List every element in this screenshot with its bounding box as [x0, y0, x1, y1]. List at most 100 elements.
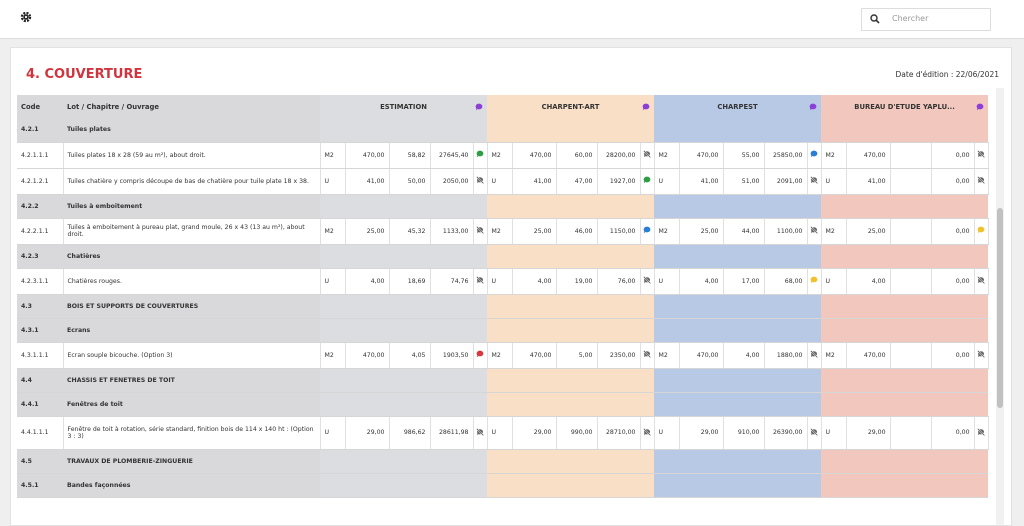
comment-icon[interactable] [809, 103, 817, 111]
group-header: CHARPENT-ART [487, 95, 654, 118]
comment-icon[interactable] [642, 103, 650, 111]
no-comment-icon[interactable] [476, 226, 484, 234]
item-row: 4.2.3.1.1 Chatières rouges. U 4,00 18,69 74,7… [17, 268, 989, 295]
no-comment-icon[interactable] [643, 150, 651, 158]
no-comment-icon[interactable] [977, 176, 986, 184]
search-placeholder: Chercher [892, 14, 929, 23]
price: 18,69 [389, 268, 431, 295]
scrollbar[interactable] [996, 88, 1004, 525]
search-box[interactable]: Chercher [861, 8, 991, 31]
unit: U [487, 416, 513, 450]
no-comment-icon[interactable] [643, 350, 651, 358]
group-cell [654, 473, 822, 498]
no-comment-icon[interactable] [476, 427, 484, 436]
no-comment-icon[interactable] [977, 427, 986, 436]
price: 910,00 [723, 416, 765, 450]
unit: M2 [320, 218, 346, 245]
price: 46,00 [556, 218, 598, 245]
group-comment [809, 103, 817, 113]
price: 58,82 [389, 142, 431, 169]
unit: M2 [487, 342, 513, 369]
group-comment [475, 103, 483, 113]
comment-icon[interactable] [810, 276, 818, 284]
group-cell [320, 473, 487, 498]
qty: 470,00 [345, 342, 390, 369]
price: 51,00 [723, 168, 765, 195]
no-comment-icon[interactable] [810, 350, 818, 358]
group-cell [821, 318, 989, 343]
note [807, 218, 822, 245]
comment-icon[interactable] [977, 226, 985, 234]
qty: 29,00 [679, 416, 724, 450]
note [807, 416, 822, 450]
header-row: Code Lot / Chapitre / Ouvrage ESTIMATION CH… [17, 95, 989, 118]
note [974, 168, 989, 195]
price [890, 218, 932, 245]
group-cell [654, 118, 822, 143]
total: 76,00 [597, 268, 641, 295]
price: 990,00 [556, 416, 598, 450]
code: 4.3.1.1.1 [17, 342, 64, 369]
price [890, 268, 932, 295]
comment-icon[interactable] [476, 150, 484, 158]
no-comment-icon[interactable] [810, 226, 818, 234]
total: 0,00 [931, 218, 975, 245]
item-row: 4.3.1.1.1 Ecran souple bicouche. (Option … [17, 342, 989, 369]
note [473, 416, 488, 450]
label: Bandes façonnées [63, 473, 320, 498]
no-comment-icon[interactable] [476, 176, 484, 184]
column-header: Lot / Chapitre / Ouvrage [63, 95, 320, 118]
section-row: 4.2.1 Tuiles plates [17, 118, 989, 143]
section-row: 4.5 TRAVAUX DE PLOMBERIE-ZINGUERIE [17, 449, 989, 474]
comment-icon[interactable] [643, 226, 651, 234]
note [640, 416, 655, 450]
unit: U [654, 416, 680, 450]
no-comment-icon[interactable] [810, 427, 818, 436]
comment-icon[interactable] [810, 150, 818, 158]
scroll-thumb[interactable] [997, 208, 1003, 408]
total: 28611,98 [430, 416, 474, 450]
no-comment-icon[interactable] [643, 276, 651, 284]
price [890, 168, 932, 195]
group-cell [821, 244, 989, 269]
qty: 29,00 [846, 416, 891, 450]
total: 2050,00 [430, 168, 474, 195]
qty: 470,00 [679, 342, 724, 369]
no-comment-icon[interactable] [810, 176, 818, 184]
group-cell [320, 244, 487, 269]
qty: 29,00 [512, 416, 557, 450]
unit: M2 [821, 142, 847, 169]
top-bar: Chercher [0, 0, 1024, 39]
group-cell [487, 244, 654, 269]
comment-icon[interactable] [643, 176, 651, 184]
no-comment-icon[interactable] [643, 427, 651, 436]
qty: 25,00 [679, 218, 724, 245]
settings-icon[interactable] [20, 11, 32, 23]
no-comment-icon[interactable] [977, 276, 986, 284]
code: 4.4.1 [17, 392, 63, 417]
comment-icon[interactable] [475, 103, 483, 111]
unit: U [487, 168, 513, 195]
unit: M2 [487, 142, 513, 169]
qty: 4,00 [345, 268, 390, 295]
group-cell [821, 449, 989, 474]
group-cell [821, 194, 989, 219]
item-row: 4.2.1.1.1 Tuiles plates 18 x 28 (59 au m²… [17, 142, 989, 169]
comment-icon[interactable] [976, 103, 984, 111]
group-cell [654, 449, 822, 474]
total: 1903,50 [430, 342, 474, 369]
total: 1150,00 [597, 218, 641, 245]
no-comment-icon[interactable] [977, 150, 986, 158]
group-cell [487, 118, 654, 143]
note [640, 168, 655, 195]
group-cell [487, 473, 654, 498]
section-row: 4.5.1 Bandes façonnées [17, 473, 989, 498]
total: 26390,00 [764, 416, 808, 450]
comment-icon[interactable] [476, 350, 484, 358]
group-name: CHARPENT-ART [541, 102, 600, 111]
total: 25850,00 [764, 142, 808, 169]
no-comment-icon[interactable] [476, 276, 484, 284]
no-comment-icon[interactable] [977, 350, 986, 358]
unit: M2 [487, 218, 513, 245]
